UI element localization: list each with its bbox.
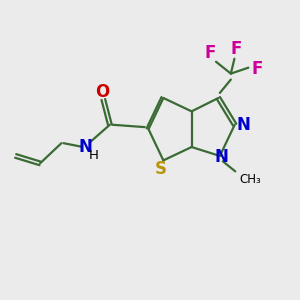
Text: F: F	[204, 44, 216, 62]
Text: H: H	[89, 149, 99, 162]
Text: S: S	[155, 160, 167, 178]
Text: F: F	[230, 40, 242, 58]
Text: N: N	[214, 148, 228, 166]
Text: F: F	[252, 60, 263, 78]
Text: CH₃: CH₃	[240, 173, 262, 186]
Text: N: N	[236, 116, 250, 134]
Text: N: N	[78, 138, 92, 156]
Text: O: O	[95, 83, 109, 101]
